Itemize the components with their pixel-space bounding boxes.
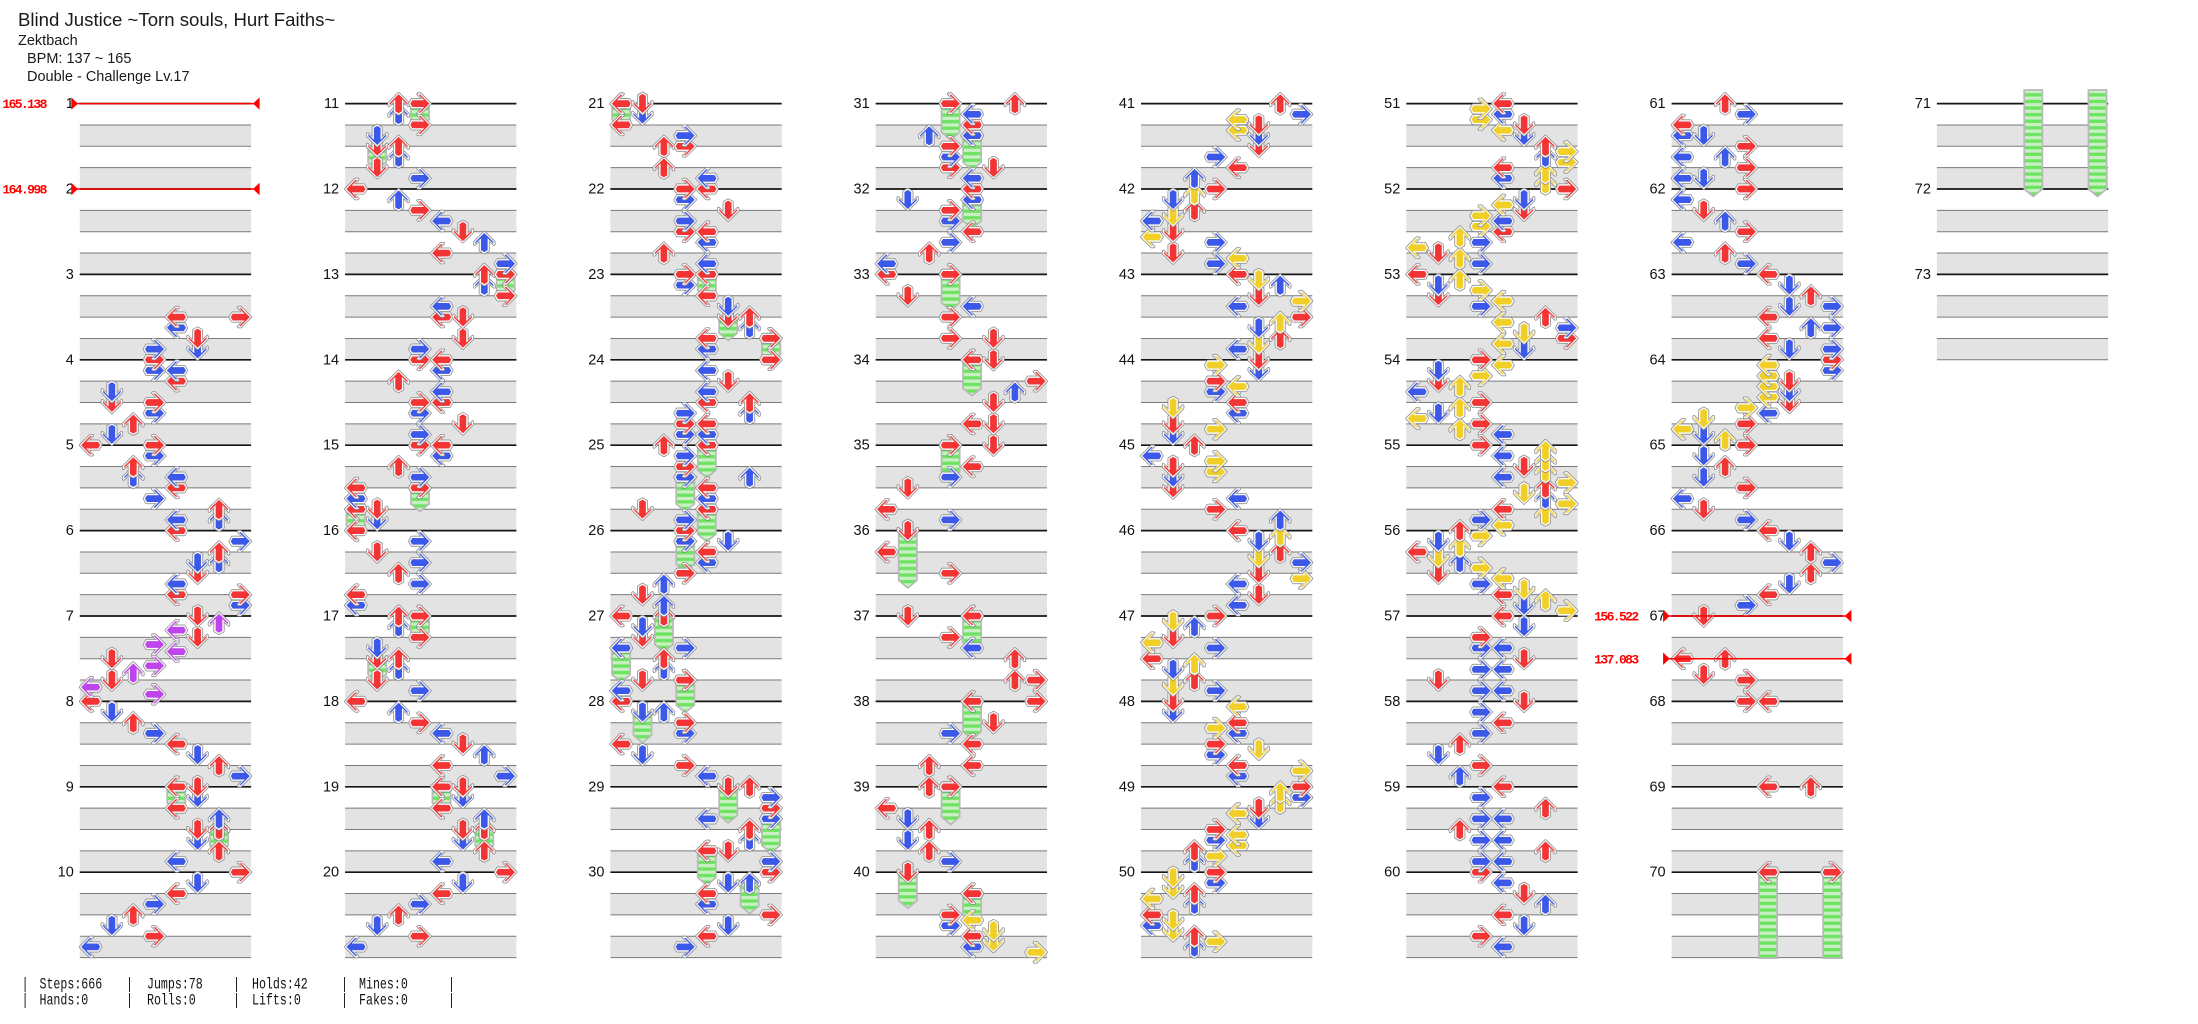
svg-text:30: 30 [588, 865, 604, 881]
svg-text:34: 34 [854, 352, 870, 368]
svg-text:7: 7 [66, 609, 74, 625]
svg-text:137.083: 137.083 [1594, 652, 1639, 667]
svg-text:19: 19 [323, 779, 339, 795]
svg-text:47: 47 [1119, 609, 1135, 625]
svg-text:68: 68 [1649, 694, 1665, 710]
svg-text:Steps:666: Steps:666 [40, 977, 103, 994]
svg-text:36: 36 [854, 523, 870, 539]
svg-text:|: | [341, 993, 348, 1010]
svg-text:53: 53 [1384, 267, 1400, 283]
svg-text:58: 58 [1384, 694, 1400, 710]
svg-text:67: 67 [1649, 609, 1665, 625]
svg-text:9: 9 [66, 779, 74, 795]
svg-text:71: 71 [1915, 96, 1931, 112]
svg-text:40: 40 [854, 865, 870, 881]
svg-text:48: 48 [1119, 694, 1135, 710]
svg-text:60: 60 [1384, 865, 1400, 881]
svg-text:45: 45 [1119, 438, 1135, 454]
svg-text:13: 13 [323, 267, 339, 283]
svg-text:164.998: 164.998 [2, 183, 47, 198]
svg-text:165.138: 165.138 [2, 97, 47, 112]
svg-text:69: 69 [1649, 779, 1665, 795]
svg-text:25: 25 [588, 438, 604, 454]
svg-text:31: 31 [854, 96, 870, 112]
svg-text:50: 50 [1119, 865, 1135, 881]
svg-text:6: 6 [66, 523, 74, 539]
svg-text:22: 22 [588, 182, 604, 198]
svg-text:10: 10 [58, 865, 74, 881]
svg-text:15: 15 [323, 438, 339, 454]
svg-text:3: 3 [66, 267, 74, 283]
svg-text:63: 63 [1649, 267, 1665, 283]
svg-text:|: | [448, 977, 455, 994]
svg-text:64: 64 [1649, 352, 1665, 368]
svg-text:26: 26 [588, 523, 604, 539]
svg-text:|: | [126, 977, 133, 994]
svg-text:57: 57 [1384, 609, 1400, 625]
svg-text:35: 35 [854, 438, 870, 454]
svg-text:49: 49 [1119, 779, 1135, 795]
svg-text:70: 70 [1649, 865, 1665, 881]
svg-text:Hands:0: Hands:0 [40, 993, 89, 1010]
svg-text:|: | [233, 993, 240, 1010]
svg-text:|: | [341, 977, 348, 994]
svg-text:62: 62 [1649, 182, 1665, 198]
svg-text:28: 28 [588, 694, 604, 710]
svg-text:Jumps:78: Jumps:78 [147, 977, 203, 994]
svg-text:Holds:42: Holds:42 [252, 977, 308, 994]
svg-text:23: 23 [588, 267, 604, 283]
svg-text:43: 43 [1119, 267, 1135, 283]
svg-text:32: 32 [854, 182, 870, 198]
svg-text:73: 73 [1915, 267, 1931, 283]
svg-text:66: 66 [1649, 523, 1665, 539]
svg-text:52: 52 [1384, 182, 1400, 198]
svg-text:39: 39 [854, 779, 870, 795]
svg-text:56: 56 [1384, 523, 1400, 539]
svg-text:Zektbach: Zektbach [18, 33, 78, 49]
svg-text:18: 18 [323, 694, 339, 710]
svg-text:BPM: 137 ~ 165: BPM: 137 ~ 165 [27, 51, 131, 67]
svg-text:38: 38 [854, 694, 870, 710]
svg-text:24: 24 [588, 352, 604, 368]
svg-text:17: 17 [323, 609, 339, 625]
svg-text:4: 4 [66, 352, 74, 368]
svg-text:55: 55 [1384, 438, 1400, 454]
svg-text:12: 12 [323, 182, 339, 198]
svg-text:Lifts:0: Lifts:0 [252, 993, 301, 1010]
svg-text:1: 1 [66, 96, 74, 112]
svg-text:51: 51 [1384, 96, 1400, 112]
svg-text:29: 29 [588, 779, 604, 795]
svg-text:|: | [22, 993, 29, 1010]
svg-text:41: 41 [1119, 96, 1135, 112]
svg-text:|: | [126, 993, 133, 1010]
svg-text:2: 2 [66, 182, 74, 198]
svg-text:14: 14 [323, 352, 339, 368]
svg-text:|: | [233, 977, 240, 994]
svg-text:Rolls:0: Rolls:0 [147, 993, 196, 1010]
svg-text:44: 44 [1119, 352, 1135, 368]
svg-text:61: 61 [1649, 96, 1665, 112]
svg-text:|: | [22, 977, 29, 994]
svg-text:42: 42 [1119, 182, 1135, 198]
svg-text:|: | [448, 993, 455, 1010]
svg-text:21: 21 [588, 96, 604, 112]
svg-text:27: 27 [588, 609, 604, 625]
svg-text:Blind Justice ~Torn souls, Hur: Blind Justice ~Torn souls, Hurt Faiths~ [18, 9, 335, 30]
svg-text:16: 16 [323, 523, 339, 539]
svg-text:72: 72 [1915, 182, 1931, 198]
svg-text:33: 33 [854, 267, 870, 283]
svg-text:156.522: 156.522 [1594, 610, 1639, 625]
svg-text:8: 8 [66, 694, 74, 710]
svg-text:65: 65 [1649, 438, 1665, 454]
svg-text:Mines:0: Mines:0 [359, 977, 408, 994]
svg-text:46: 46 [1119, 523, 1135, 539]
svg-text:54: 54 [1384, 352, 1400, 368]
svg-text:Double - Challenge Lv.17: Double - Challenge Lv.17 [27, 69, 190, 85]
svg-text:5: 5 [66, 438, 74, 454]
svg-text:20: 20 [323, 865, 339, 881]
svg-text:59: 59 [1384, 779, 1400, 795]
svg-text:37: 37 [854, 609, 870, 625]
svg-text:Fakes:0: Fakes:0 [359, 993, 408, 1010]
svg-text:11: 11 [324, 96, 339, 112]
